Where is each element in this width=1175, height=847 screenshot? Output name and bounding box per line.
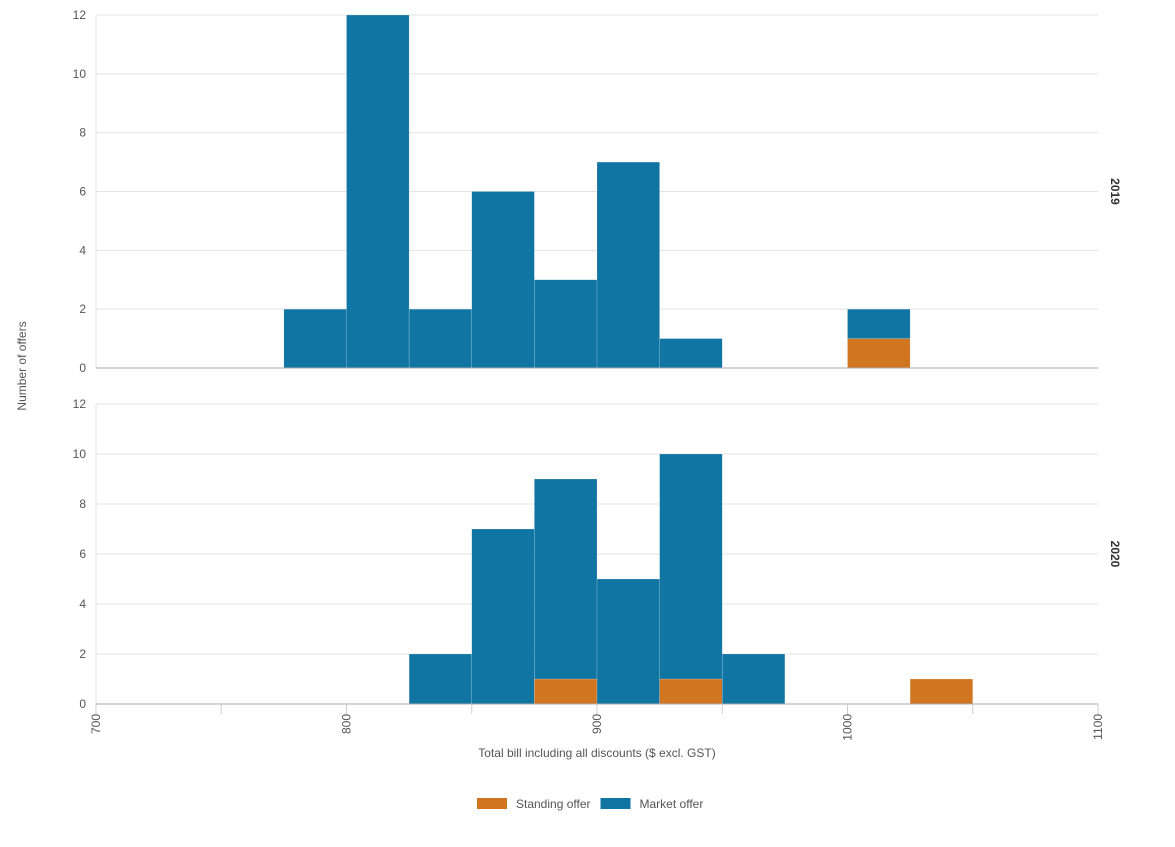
panel-2019: 0 2 4 6 8 10 12 2019: [73, 8, 1122, 375]
bar-market-offer: [659, 338, 723, 369]
facet-label-2020: 2020: [1108, 541, 1122, 568]
bar-standing-offer: [847, 338, 911, 369]
legend-item: Market offer: [600, 797, 704, 811]
y-tick-label: 10: [73, 447, 87, 461]
y-tick-label: 8: [79, 126, 86, 140]
bar-market-offer: [659, 453, 723, 680]
x-axis: 700 800 900 1000 1100: [89, 704, 1105, 741]
y-tick-label: 0: [79, 361, 86, 375]
y-tick-label: 12: [73, 8, 87, 22]
bar-market-offer: [847, 308, 911, 339]
bar-market-offer: [596, 578, 660, 705]
x-tick-label: 900: [590, 714, 604, 734]
y-tick-label: 2: [79, 647, 86, 661]
x-tick-label: 800: [340, 714, 354, 734]
bar-market-offer: [722, 653, 786, 705]
panel-2020: 0 2 4 6 8 10 12 2020: [73, 397, 1122, 711]
legend-label: Market offer: [640, 797, 704, 811]
bar-standing-offer: [909, 678, 973, 705]
bar-market-offer: [408, 653, 472, 705]
y-tick-label: 0: [79, 697, 86, 711]
legend-swatch: [477, 798, 507, 809]
bar-market-offer: [471, 191, 535, 369]
y-tick-label: 10: [73, 67, 87, 81]
y-axis-title: Number of offers: [15, 321, 29, 410]
y-tick-label: 4: [79, 243, 86, 257]
bar-market-offer: [283, 308, 347, 369]
x-tick-label: 1100: [1091, 714, 1105, 740]
legend: Standing offer Market offer: [477, 797, 703, 811]
x-axis-title: Total bill including all discounts ($ ex…: [478, 746, 715, 760]
bar-market-offer: [346, 14, 410, 369]
y-tick-label: 12: [73, 397, 87, 411]
bar-standing-offer: [534, 678, 598, 705]
bar-standing-offer: [659, 678, 723, 705]
bar-market-offer: [534, 478, 598, 680]
y-tick-label: 6: [79, 185, 86, 199]
y-tick-label: 4: [79, 597, 86, 611]
legend-label: Standing offer: [516, 797, 591, 811]
bar-market-offer: [408, 308, 472, 369]
x-tick-label: 1000: [841, 714, 855, 741]
bar-market-offer: [596, 161, 660, 369]
y-tick-label: 6: [79, 547, 86, 561]
x-tick-label: 700: [89, 714, 103, 734]
bar-market-offer: [471, 528, 535, 705]
legend-swatch: [600, 798, 631, 809]
y-tick-label: 2: [79, 302, 86, 316]
legend-item: Standing offer: [477, 797, 591, 811]
y-tick-label: 8: [79, 497, 86, 511]
bar-market-offer: [534, 279, 598, 369]
facet-label-2019: 2019: [1108, 178, 1122, 205]
